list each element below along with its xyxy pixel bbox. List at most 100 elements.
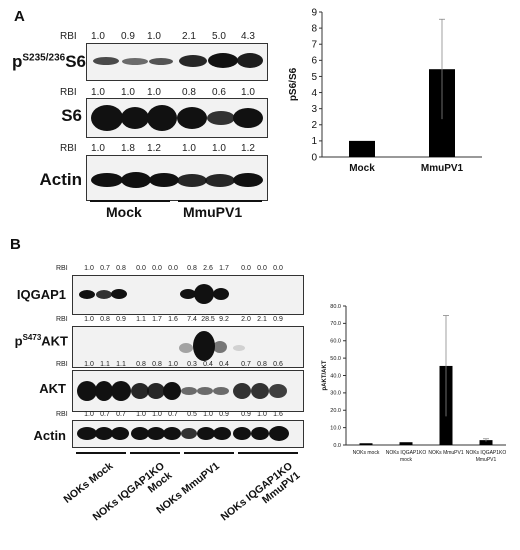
rbi-value: 0.3	[187, 361, 197, 368]
y-tick-label: 70.0	[330, 321, 341, 327]
blot-label-pakt: pS473AKT	[4, 333, 68, 348]
rbi-label: RBI	[56, 361, 68, 368]
rbi-value: 0.0	[241, 265, 251, 272]
rbi-value: 1.6	[273, 411, 283, 418]
rbi-value: 2.6	[203, 265, 213, 272]
rbi-row: RBI 1.0 0.7 0.8 0.0 0.0 0.0 0.8 2.6 1.7 …	[56, 265, 306, 274]
y-tick-label: 60.0	[330, 339, 341, 345]
blot-actin-a	[86, 155, 268, 201]
blot-ps6	[86, 43, 268, 81]
group-line-mock	[90, 200, 170, 202]
rbi-value: 0.7	[100, 411, 110, 418]
blot-actin-b	[72, 420, 304, 448]
group-line-b2	[130, 452, 180, 454]
group-label-iqgap1ko-mmupv1: NOKs IQGAP1KO MmuPV1	[219, 460, 303, 533]
rbi-value: 0.6	[273, 361, 283, 368]
y-tick-label: 0.0	[333, 443, 341, 449]
rbi-value: 1.0	[182, 143, 196, 154]
rbi-label: RBI	[56, 316, 68, 323]
rbi-value: 1.0	[121, 87, 135, 98]
rbi-value: 1.2	[147, 143, 161, 154]
rbi-value: 1.0	[241, 87, 255, 98]
y-tick-label: 5	[311, 72, 317, 83]
y-tick-label: 10.0	[330, 425, 341, 431]
rbi-value: 0.0	[152, 265, 162, 272]
rbi-value: 0.4	[219, 361, 229, 368]
rbi-label: RBI	[60, 143, 77, 154]
rbi-value: 1.6	[168, 316, 178, 323]
chart-ps6-s6: 0 1 2 3 4 5 6 7 8 9 pS6/S6 Mock MmuPV1	[288, 7, 482, 174]
bar	[349, 140, 375, 157]
rbi-value: 0.4	[203, 361, 213, 368]
group-line-b4	[238, 452, 298, 454]
blot-label-iqgap1: IQGAP1	[16, 287, 66, 302]
rbi-value: 9.2	[219, 316, 229, 323]
y-tick-label: 9	[311, 7, 317, 18]
y-tick-label: 7	[311, 40, 317, 51]
rbi-value: 1.0	[136, 411, 146, 418]
y-tick-label: 80.0	[330, 304, 341, 310]
rbi-value: 0.0	[273, 265, 283, 272]
rbi-row: RBI 1.0 1.1 1.1 0.8 0.8 1.0 0.3 0.4 0.4 …	[56, 361, 306, 370]
rbi-value: 1.0	[84, 265, 94, 272]
blot-label-prefix: p	[14, 333, 23, 349]
rbi-value: 1.0	[91, 31, 105, 42]
blot-label-prefix: p	[11, 52, 23, 71]
group-line-b3	[184, 452, 234, 454]
group-label-mmupv1: MmuPV1	[183, 204, 243, 220]
group-label-noks-mock: NOKs Mock	[62, 460, 116, 506]
category-label: NOKs mock	[353, 450, 380, 456]
rbi-value: 4.3	[241, 31, 255, 42]
rbi-value: 28.5	[201, 316, 215, 323]
rbi-value: 1.0	[84, 411, 94, 418]
rbi-value: 1.1	[100, 361, 110, 368]
y-tick-label: 50.0	[330, 356, 341, 362]
rbi-value: 0.0	[136, 265, 146, 272]
rbi-value: 0.9	[116, 316, 126, 323]
y-axis-title: pS6/S6	[288, 67, 299, 101]
rbi-value: 0.8	[152, 361, 162, 368]
rbi-value: 0.0	[168, 265, 178, 272]
bar	[359, 443, 373, 445]
rbi-value: 1.8	[121, 143, 135, 154]
blot-s6	[86, 98, 268, 138]
rbi-row: RBI 1.0 0.9 1.0 2.1 5.0 4.3	[60, 31, 280, 43]
rbi-label: RBI	[60, 31, 77, 42]
rbi-value: 0.7	[168, 411, 178, 418]
blot-label-actin: Actin	[39, 170, 83, 189]
rbi-label: RBI	[56, 411, 68, 418]
rbi-value: 1.0	[203, 411, 213, 418]
blot-iqgap1	[72, 275, 304, 315]
blot-pakt	[72, 326, 304, 368]
blot-label-ps6: pS235/236S6	[6, 52, 86, 72]
rbi-row: RBI 1.0 0.8 0.9 1.1 1.7 1.6 7.4 28.5 9.2…	[56, 316, 306, 325]
bar	[399, 442, 413, 445]
rbi-value: 0.9	[273, 316, 283, 323]
rbi-value: 1.1	[116, 361, 126, 368]
panel-a-letter: A	[14, 8, 25, 25]
group-label-line: NOKs Mock	[61, 460, 116, 506]
rbi-value: 1.0	[147, 87, 161, 98]
blot-label-akt: AKT	[39, 381, 66, 396]
rbi-row: RBI 1.0 1.8 1.2 1.0 1.0 1.2	[60, 143, 280, 155]
rbi-value: 1.0	[152, 411, 162, 418]
rbi-value: 0.9	[121, 31, 135, 42]
category-label: NOKs IQGAP1KO	[386, 450, 427, 456]
rbi-value: 0.7	[241, 361, 251, 368]
rbi-value: 1.2	[241, 143, 255, 154]
rbi-value: 1.7	[152, 316, 162, 323]
rbi-label: RBI	[56, 265, 68, 272]
category-label: MmuPV1	[476, 457, 497, 463]
group-line-b1	[76, 452, 126, 454]
category-label: mock	[400, 457, 412, 463]
y-tick-label: 6	[311, 56, 317, 67]
rbi-value: 2.1	[257, 316, 267, 323]
rbi-label: RBI	[60, 87, 77, 98]
category-label: Mock	[349, 163, 375, 174]
rbi-value: 1.0	[84, 316, 94, 323]
rbi-value: 1.0	[91, 87, 105, 98]
y-tick-label: 8	[311, 23, 317, 34]
blot-label-actin-b: Actin	[33, 428, 67, 443]
rbi-value: 0.8	[182, 87, 196, 98]
rbi-value: 0.8	[257, 361, 267, 368]
